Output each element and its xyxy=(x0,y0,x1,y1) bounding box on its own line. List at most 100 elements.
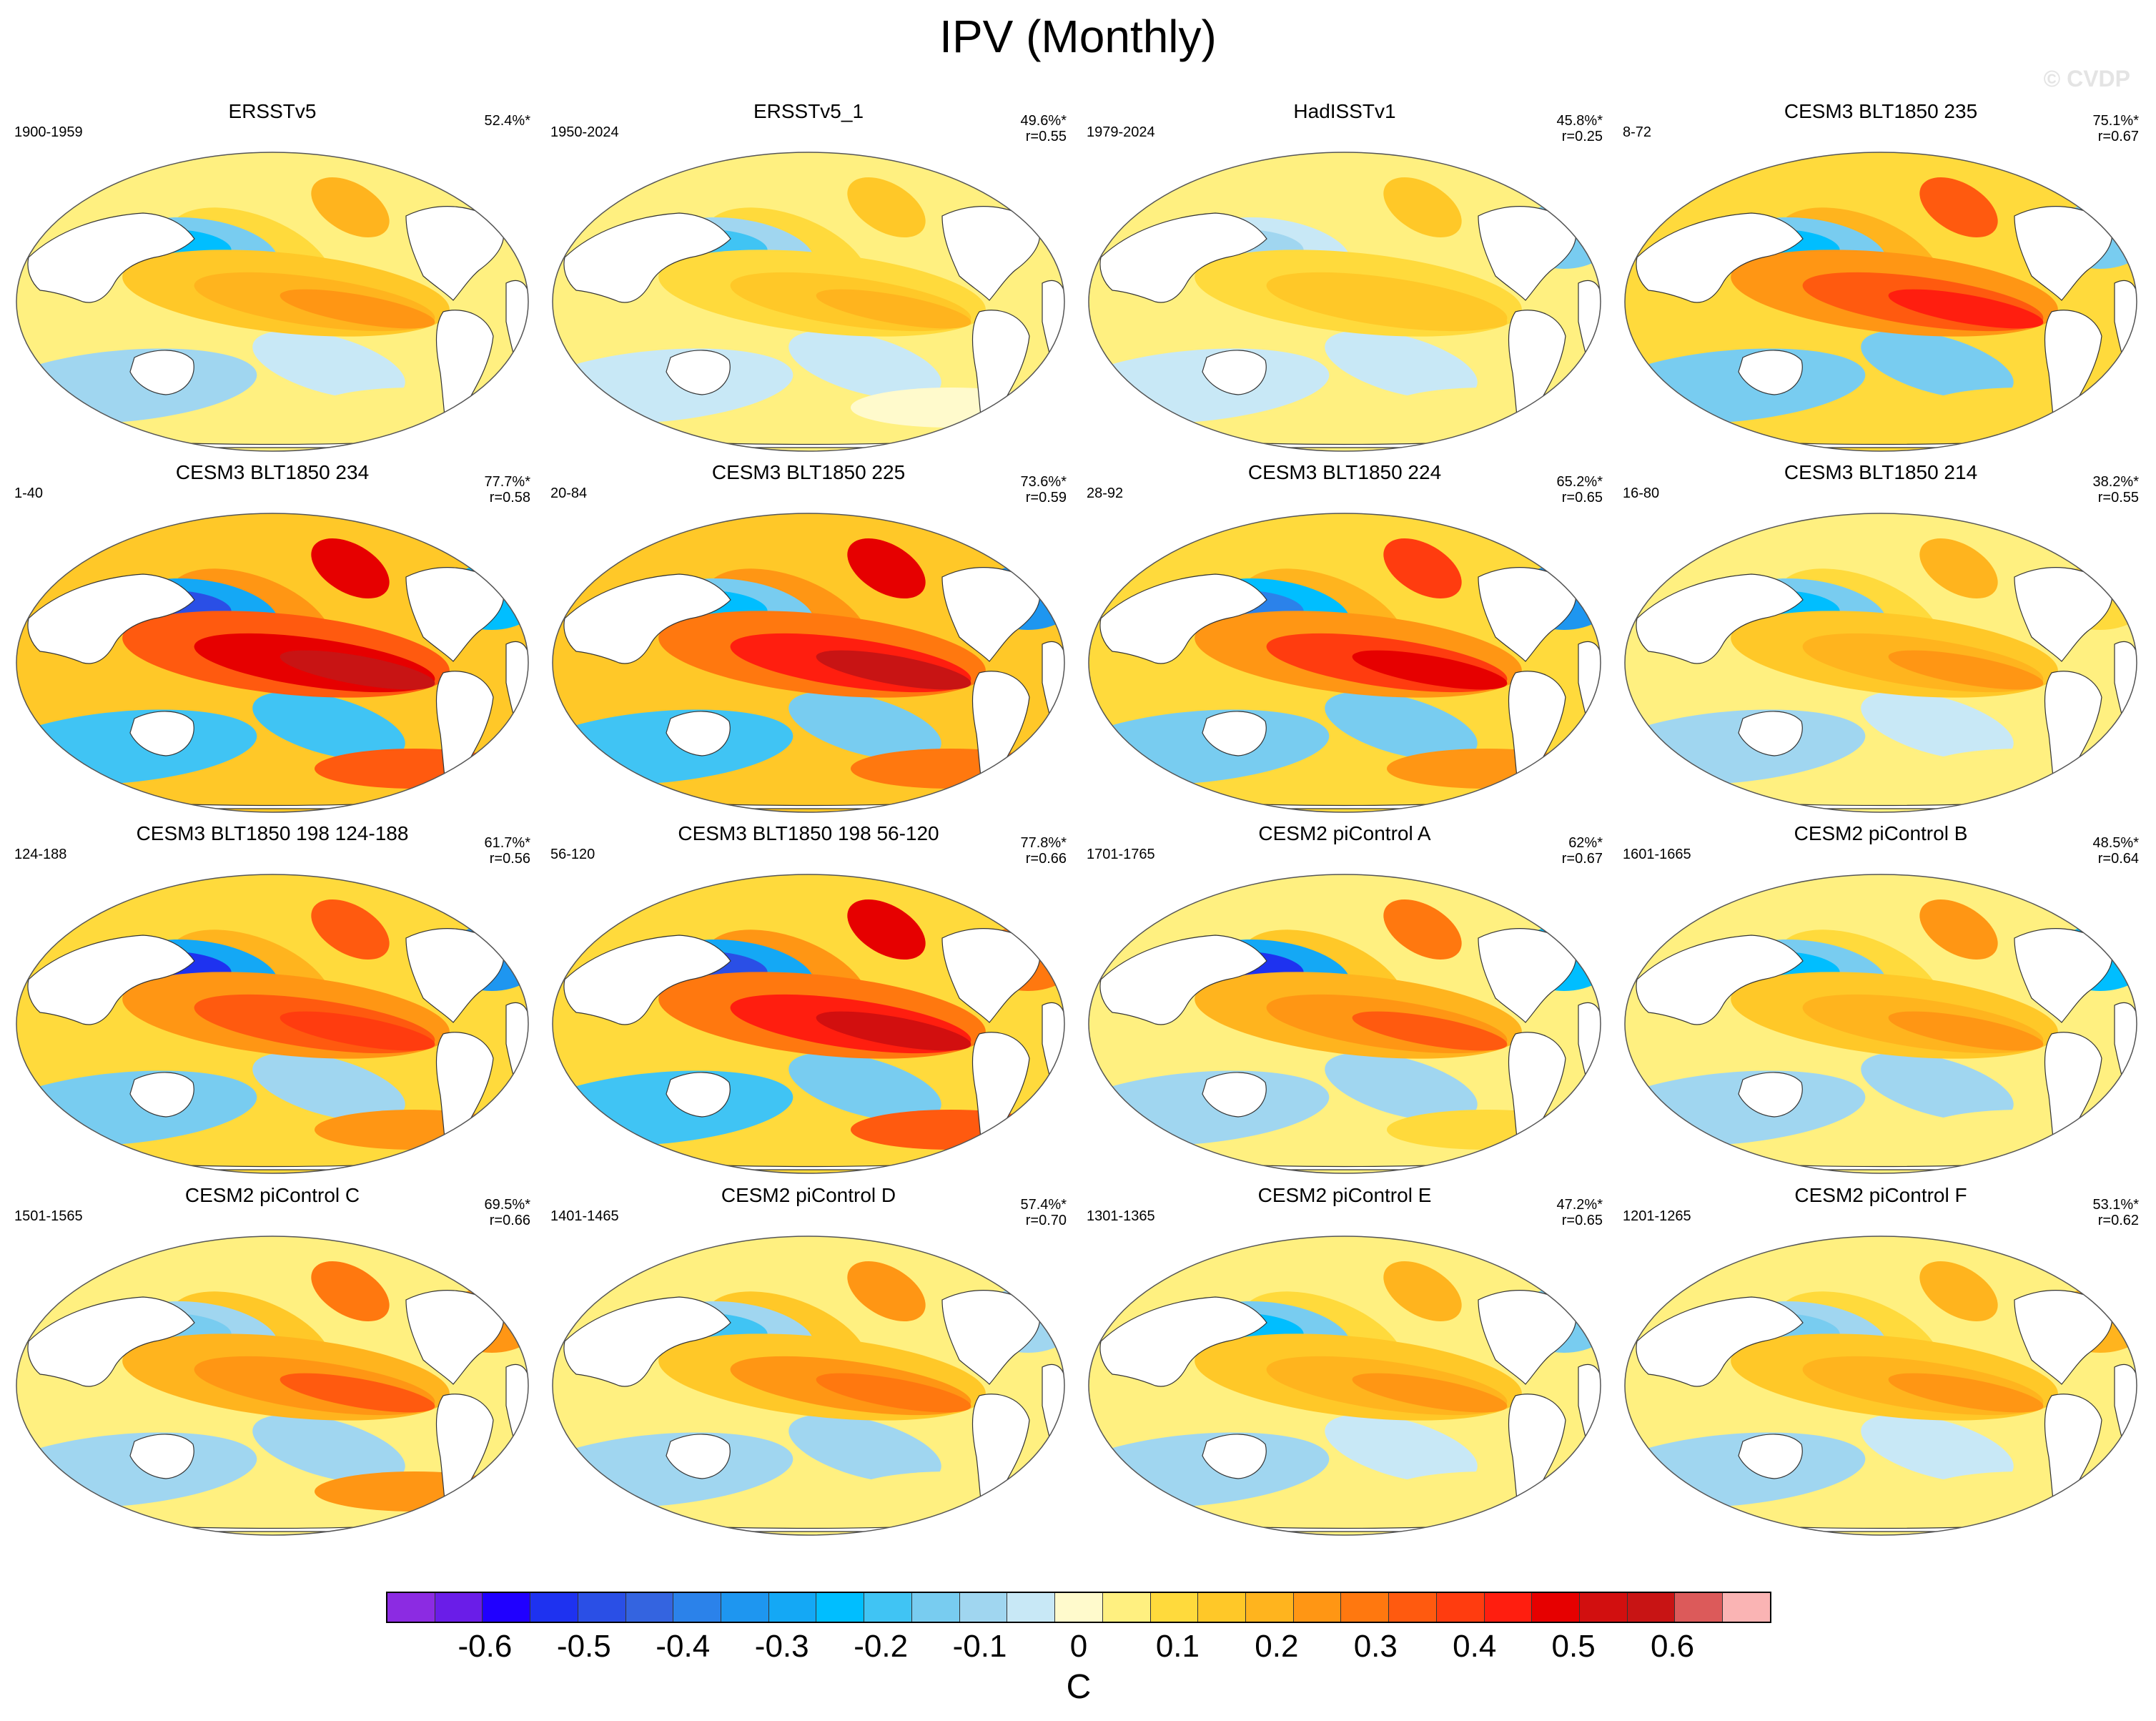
panel-period: 1501-1565 xyxy=(14,1208,83,1224)
map-panel: CESM3 BLT1850 198 56-120 56-120 77.8%* r=0.… xyxy=(540,819,1077,1180)
panel-title: CESM2 piControl A xyxy=(1258,822,1431,844)
map-projection-outline xyxy=(1624,1236,2137,1536)
colorbar-swatch xyxy=(1245,1593,1294,1622)
ipv-pattern-map xyxy=(552,513,1065,813)
map-projection-outline xyxy=(552,513,1065,813)
africa-landmass xyxy=(2114,641,2137,741)
map-panel: ERSSTv5_1 1950-2024 49.6%* r=0.55 xyxy=(540,97,1077,458)
southeast-pacific-cool-anomaly xyxy=(1861,330,2014,399)
figure-title: IPV (Monthly) xyxy=(939,11,1217,62)
map-panel: HadISSTv1 1979-2024 45.8%* r=0.25 xyxy=(1077,97,1613,458)
panel-period: 8-72 xyxy=(1623,124,1652,140)
colorbar-swatches xyxy=(386,1592,1771,1623)
colorbar-swatch xyxy=(959,1593,1008,1622)
australia-landmass xyxy=(129,1434,194,1479)
colorbar-tick-label: -0.3 xyxy=(754,1629,809,1664)
panel-period: 16-80 xyxy=(1623,485,1660,501)
eurasia-landmass xyxy=(563,212,731,303)
equatorial-pacific-warm-core xyxy=(1352,1373,1508,1413)
equatorial-pacific-warm-core xyxy=(1888,1373,2044,1413)
panel-title: CESM3 BLT1850 224 xyxy=(1247,461,1442,483)
colorbar-swatch xyxy=(911,1593,960,1622)
colorbar-swatch xyxy=(1389,1593,1437,1622)
alaska-coast-warm-anomaly xyxy=(1383,899,1462,960)
panel-r: r=0.66 xyxy=(1025,851,1067,867)
greenland-landmass xyxy=(1523,174,1568,201)
australia-landmass xyxy=(666,1072,731,1118)
africa-landmass xyxy=(1042,641,1064,741)
greenland-landmass xyxy=(450,174,495,201)
colorbar-swatch xyxy=(864,1593,912,1622)
panel-r: r=0.64 xyxy=(2097,851,2139,867)
colorbar-swatch xyxy=(1198,1593,1246,1622)
eurasia-landmass xyxy=(1636,212,1804,303)
southern-ocean-anomaly xyxy=(1923,1110,2123,1150)
africa-landmass xyxy=(2114,280,2137,380)
australia-landmass xyxy=(1202,1434,1267,1479)
africa-landmass xyxy=(505,1364,528,1464)
alaska-coast-warm-anomaly xyxy=(311,899,390,960)
southern-ocean-anomaly xyxy=(1387,1471,1587,1512)
southern-ocean-anomaly xyxy=(1923,749,2123,789)
colorbar-swatch xyxy=(387,1593,435,1622)
ipv-pattern-map xyxy=(16,513,529,813)
panel-r: r=0.59 xyxy=(1025,490,1067,506)
southeast-pacific-cool-anomaly xyxy=(1325,1052,1478,1121)
equatorial-pacific-warm-core xyxy=(1352,289,1508,329)
eurasia-landmass xyxy=(563,1296,731,1387)
alaska-coast-warm-anomaly xyxy=(1383,177,1462,238)
equatorial-pacific-warm-core xyxy=(816,289,971,329)
eurasia-landmass xyxy=(1099,573,1267,664)
greenland-landmass xyxy=(1523,896,1568,923)
africa-landmass xyxy=(1578,1002,1601,1102)
panel-period: 1201-1265 xyxy=(1623,1208,1691,1224)
eurasia-landmass xyxy=(27,573,195,664)
map-projection-outline xyxy=(16,1236,529,1536)
panel-pct: 45.8%* xyxy=(1556,113,1603,129)
greenland-landmass xyxy=(1523,1258,1568,1285)
eurasia-landmass xyxy=(563,935,731,1025)
colorbar-swatch xyxy=(1150,1593,1199,1622)
panel-pct: 62%* xyxy=(1568,835,1603,851)
map-panel: CESM2 piControl C 1501-1565 69.5%* r=0.66 xyxy=(4,1181,540,1542)
panel-r: r=0.58 xyxy=(489,490,530,506)
colorbar-tick-label: -0.6 xyxy=(458,1629,513,1664)
map-panel: CESM3 BLT1850 235 8-72 75.1%* r=0.67 xyxy=(1613,97,2149,458)
colorbar-swatch xyxy=(1293,1593,1342,1622)
panel-period: 124-188 xyxy=(14,847,67,862)
colorbar-swatch xyxy=(1484,1593,1533,1622)
australia-landmass xyxy=(1738,350,1803,395)
southeast-pacific-cool-anomaly xyxy=(788,330,941,399)
map-projection-outline xyxy=(552,1236,1065,1536)
map-projection-outline xyxy=(552,874,1065,1174)
panel-pct: 77.8%* xyxy=(1020,835,1067,851)
panel-period: 28-92 xyxy=(1087,485,1124,501)
map-panel: CESM3 BLT1850 225 20-84 73.6%* r=0.59 xyxy=(540,458,1077,819)
southern-ocean-anomaly xyxy=(851,388,1051,428)
map-panel: CESM2 piControl A 1701-1765 62%* r=0.67 xyxy=(1077,819,1613,1180)
ipv-pattern-map xyxy=(1624,513,2137,813)
map-projection-outline xyxy=(1624,513,2137,813)
map-panel: CESM3 BLT1850 198 124-188 124-188 61.7%* r=… xyxy=(4,819,540,1180)
southern-ocean-anomaly xyxy=(315,1471,515,1512)
ipv-pattern-map xyxy=(1088,874,1601,1174)
colorbar-tick-label: 0 xyxy=(1069,1629,1088,1664)
equatorial-pacific-warm-core xyxy=(1352,1011,1508,1051)
panel-title: CESM2 piControl C xyxy=(184,1184,360,1206)
alaska-coast-warm-anomaly xyxy=(847,1261,926,1322)
southern-ocean-anomaly xyxy=(1387,1110,1587,1150)
eurasia-landmass xyxy=(1636,573,1804,664)
equatorial-pacific-warm-core xyxy=(280,289,435,329)
colorbar-swatch xyxy=(530,1593,578,1622)
africa-landmass xyxy=(1578,641,1601,741)
panel-pct: 75.1%* xyxy=(2092,113,2140,129)
colorbar-swatch xyxy=(625,1593,674,1622)
greenland-landmass xyxy=(986,1258,1032,1285)
africa-landmass xyxy=(1042,1364,1064,1464)
colorbar-swatch xyxy=(1723,1593,1770,1622)
colorbar: -0.6 -0.5 -0.4 -0.3 -0.2 -0.1 0 0.1 0.2 0.3 0.4 0.5… xyxy=(386,1592,1771,1720)
australia-landmass xyxy=(1738,711,1803,756)
colorbar-swatch xyxy=(1579,1593,1628,1622)
panel-title: CESM2 piControl B xyxy=(1794,822,1968,844)
southeast-pacific-cool-anomaly xyxy=(1325,1414,1478,1483)
